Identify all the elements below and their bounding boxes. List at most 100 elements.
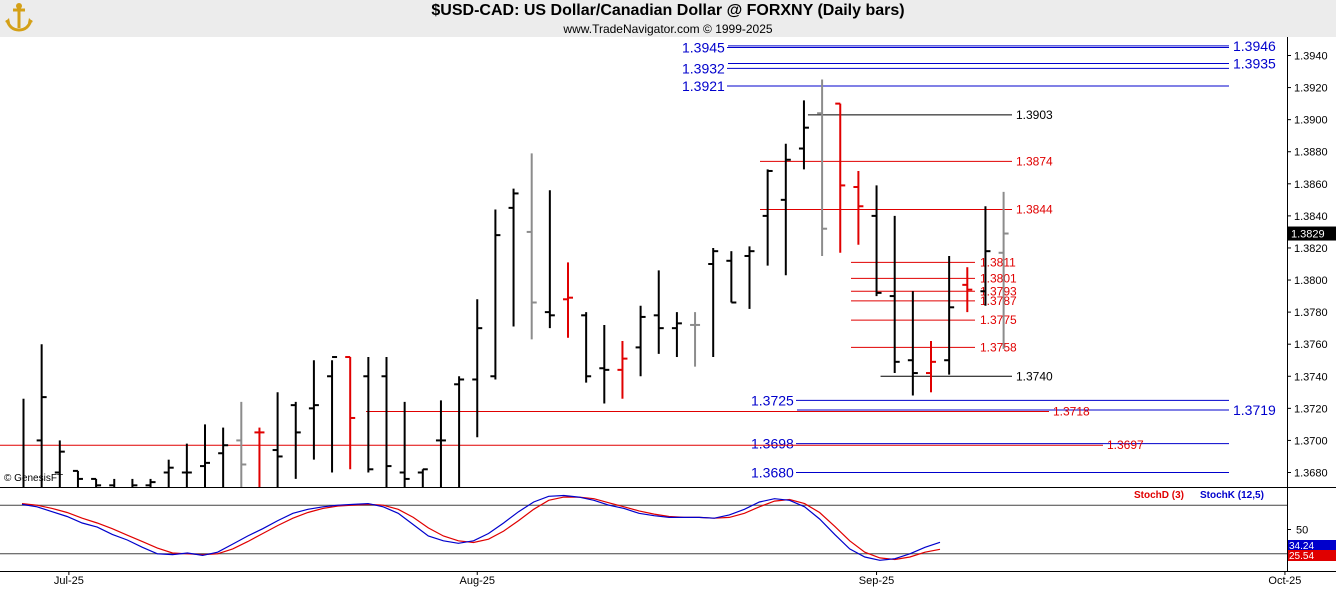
ohlc-bar [926,340,936,393]
anchor-logo-icon [2,2,36,39]
date-tick-label: Sep-25 [859,575,894,587]
price-tick-label: 1.3740 [1294,371,1328,383]
price-tick-label: 1.3880 [1294,147,1328,159]
stoch-d-value: 25.54 [1289,551,1314,562]
blue-level-label: 1.3719 [1233,402,1276,418]
red-level-label: 1.3844 [1016,202,1053,216]
price-tick-label: 1.3700 [1294,435,1328,447]
ohlc-bar [254,427,265,487]
ohlc-bar [653,270,664,354]
red-level-label: 1.3874 [1016,154,1053,168]
ohlc-bar [218,427,229,487]
price-plot-area [0,37,1287,487]
stoch-k-value: 34.24 [1289,541,1314,552]
price-tick-label: 1.3800 [1294,275,1328,287]
price-tick-label: 1.3940 [1294,51,1328,63]
stoch-k-line [21,494,941,561]
black-level-label: 1.3903 [1016,108,1053,122]
ohlc-bar [871,185,882,297]
ohlc-bar [726,251,737,304]
red-level-label: 1.3718 [1053,405,1090,419]
ohlc-bar [944,255,955,375]
ohlc-bar [526,153,537,340]
ohlc-bar [690,312,701,367]
price-tick-label: 1.3820 [1294,243,1328,255]
ohlc-bar [635,305,646,377]
ohlc-bar [290,401,301,479]
ohlc-bar [36,344,47,487]
ohlc-bar [363,357,374,473]
ohlc-bar [762,169,773,266]
ohlc-bar [490,209,501,380]
ohlc-bar [671,312,682,358]
ohlc-bar [817,79,828,256]
price-tick-label: 1.3920 [1294,83,1328,95]
date-tick-label: Oct-25 [1268,575,1301,587]
ohlc-bar [998,191,1009,350]
ohlc-bar [744,246,755,309]
stoch-legend-entry: StochD (3) [1134,490,1184,501]
ohlc-bar [962,267,973,313]
ohlc-bar [472,299,483,438]
blue-level-label: 1.3921 [682,78,725,94]
ohlc-bar [22,398,25,487]
ohlc-bar [200,424,210,487]
ohlc-bar [599,324,610,404]
ohlc-bar [617,340,628,399]
date-tick-label: Jul-25 [54,575,84,587]
ohlc-bar [131,478,138,487]
ohlc-bar [72,469,83,487]
ohlc-bar [454,376,465,487]
red-level-label: 1.3801 [980,271,1017,285]
red-level-label: 1.3793 [980,284,1017,298]
date-tick-label: Aug-25 [460,575,495,587]
price-tick-label: 1.3780 [1294,307,1328,319]
date-axis: Jul-25 Aug-25 Sep-25 Oct-25 [54,571,1301,587]
ohlc-bar [91,477,102,487]
ohlc-bar [798,100,809,170]
price-tick-label: 1.3900 [1294,115,1328,127]
ohlc-bar [980,206,991,306]
ohlc-bar [835,102,846,253]
black-level-label: 1.3740 [1016,369,1053,383]
last-price-box [1288,226,1336,241]
ohlc-bar [399,401,410,487]
ohlc-bar [145,478,156,487]
chart-subtitle: www.TradeNavigator.com © 1999-2025 [563,22,773,36]
ohlc-bar [508,188,519,327]
ohlc-bar [345,356,356,470]
stoch-k-value-box [1288,540,1336,551]
blue-level-label: 1.3946 [1233,38,1276,54]
red-level-label: 1.3811 [980,255,1016,269]
ohlc-bar [308,360,319,460]
red-level-label: 1.3787 [980,294,1017,308]
blue-level-label: 1.3680 [751,465,794,481]
last-price-label: 1.3829 [1291,229,1325,241]
chart-header: $USD-CAD: US Dollar/Canadian Dollar @ FO… [0,0,1336,37]
ohlc-bar [907,291,918,396]
ohlc-bar [417,468,428,487]
ohlc-bar [272,392,283,487]
ohlc-bar [163,459,174,487]
ohlc-bar [889,215,900,374]
price-tick-label: 1.3680 [1294,468,1328,480]
chart-title: $USD-CAD: US Dollar/Canadian Dollar @ FO… [431,2,905,19]
ohlc-bar [54,440,65,487]
stoch-legend-entry: StochK (12,5) [1200,490,1264,501]
blue-level-label: 1.3932 [682,60,725,76]
price-levels: 1.3945 1.3946 1.3935 1.3932 1.3921 1.3725 1.37… [0,38,1276,481]
axis-area [1287,37,1336,571]
stoch-d-value-box [1288,550,1336,561]
ohlc-bar [381,357,392,487]
ohlc-bar [544,190,555,329]
ohlc-bars [22,79,1009,487]
ohlc-bar [780,143,791,276]
ohlc-bar [327,356,338,473]
ohlc-bar [708,247,719,358]
ohlc-bar [109,478,116,487]
blue-level-label: 1.3698 [751,436,794,452]
red-level-label: 1.3775 [980,313,1017,327]
red-level-label: 1.3697 [1107,438,1144,452]
